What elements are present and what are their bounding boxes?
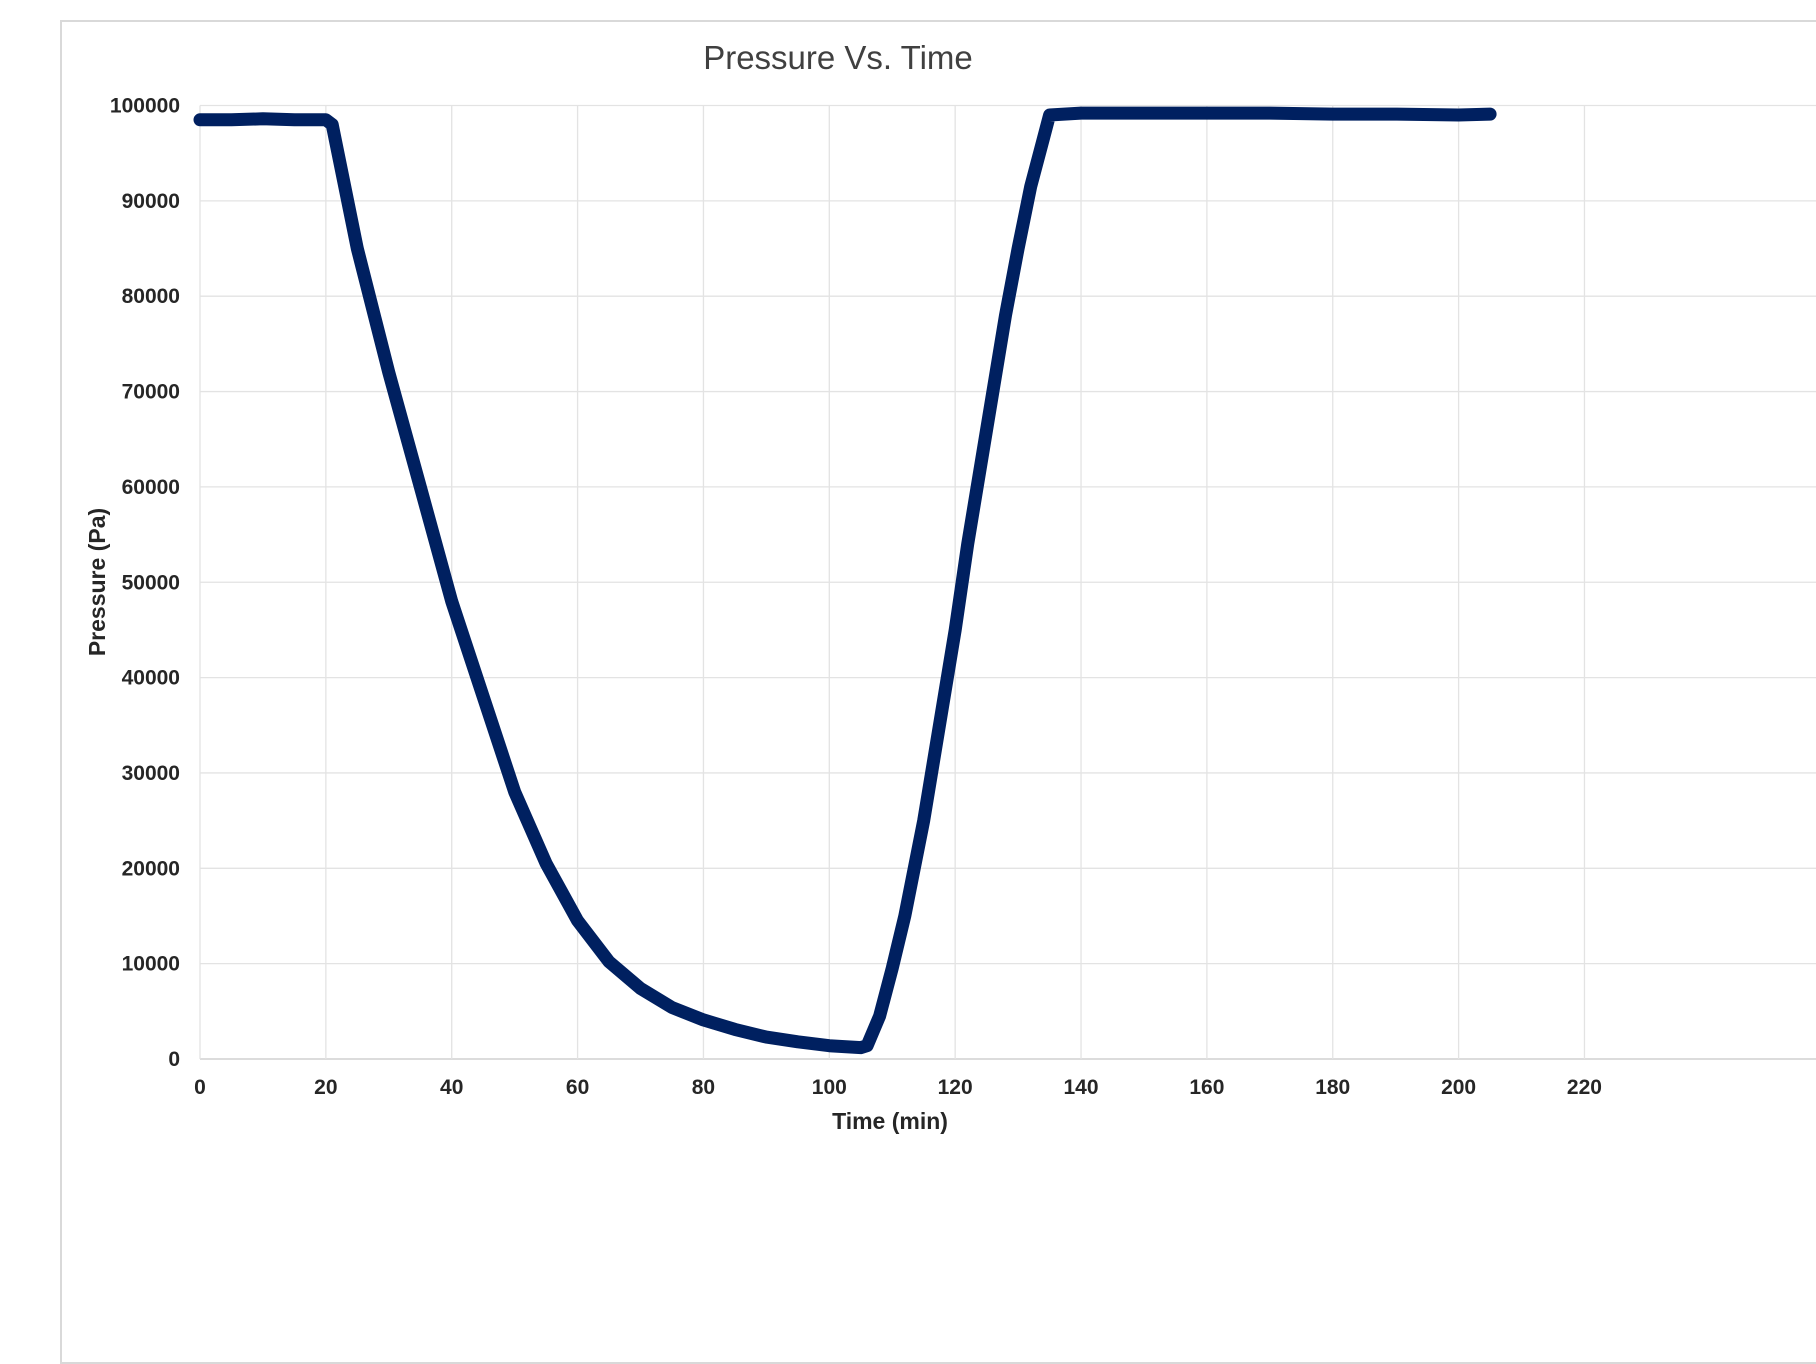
x-tick-label: 200: [1441, 1076, 1476, 1099]
chart-svg: Pressure Vs. Time 0 10000 20000 30000 40000 5…: [84, 39, 1816, 1134]
x-tick-label: 120: [938, 1076, 973, 1099]
x-tick-label: 160: [1189, 1076, 1224, 1099]
x-tick-label: 0: [194, 1076, 206, 1099]
x-tick-label: 100: [812, 1076, 847, 1099]
x-tick-label: 180: [1315, 1076, 1350, 1099]
y-tick-label: 50000: [122, 571, 180, 594]
y-tick-label: 40000: [122, 667, 180, 690]
x-axis-label: Time (min): [832, 1108, 948, 1134]
chart-title: Pressure Vs. Time: [703, 39, 973, 76]
series-line: [193, 106, 1497, 1055]
y-tick-label: 70000: [122, 381, 180, 404]
chart-area: Pressure Vs. Time 0 10000 20000 30000 40000 5…: [60, 20, 1816, 1364]
x-tick-label: 80: [692, 1076, 715, 1099]
y-tick-label: 0: [168, 1048, 180, 1071]
tick-labels: 0 10000 20000 30000 40000 50000 60000 70000 8000…: [110, 95, 1602, 1100]
y-tick-label: 60000: [122, 476, 180, 499]
x-tick-label: 60: [566, 1076, 589, 1099]
x-tick-label: 40: [440, 1076, 463, 1099]
y-tick-label: 30000: [122, 762, 180, 785]
x-tick-label: 220: [1567, 1076, 1602, 1099]
y-tick-label: 80000: [122, 285, 180, 308]
x-tick-label: 140: [1063, 1076, 1098, 1099]
y-tick-label: 90000: [122, 190, 180, 213]
series-layer: [193, 106, 1497, 1055]
y-tick-label: 100000: [110, 95, 180, 118]
y-tick-label: 20000: [122, 857, 180, 880]
y-tick-label: 10000: [122, 953, 180, 976]
x-tick-label: 20: [314, 1076, 337, 1099]
y-axis-label: Pressure (Pa): [84, 508, 110, 656]
